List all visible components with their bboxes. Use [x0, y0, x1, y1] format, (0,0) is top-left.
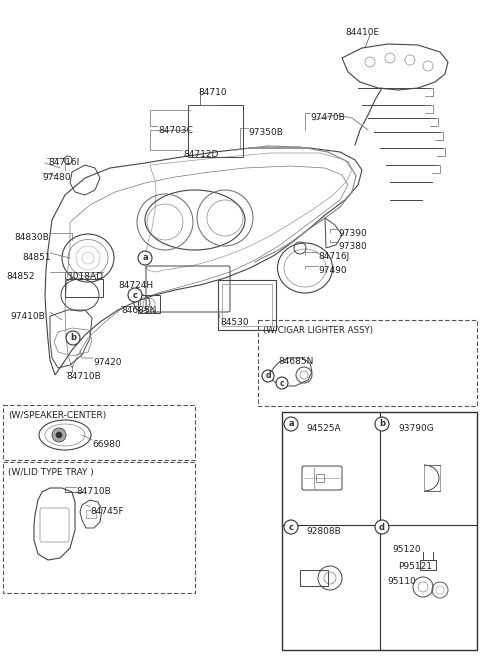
Circle shape [262, 370, 274, 382]
Text: (W/SPEAKER-CENTER): (W/SPEAKER-CENTER) [8, 411, 106, 420]
Circle shape [284, 520, 298, 534]
Text: 84724H: 84724H [118, 281, 153, 290]
Text: 97480: 97480 [42, 173, 71, 182]
Text: 97390: 97390 [338, 229, 367, 238]
Bar [3, 405, 195, 460]
Text: 84830B: 84830B [14, 233, 49, 242]
Text: 84745F: 84745F [90, 507, 124, 516]
Text: 92808B: 92808B [306, 527, 341, 536]
Bar [65, 279, 103, 297]
Bar [3, 462, 195, 593]
Circle shape [375, 520, 389, 534]
Circle shape [375, 417, 389, 431]
Text: (W/LID TYPE TRAY ): (W/LID TYPE TRAY ) [8, 468, 94, 477]
Text: d: d [379, 522, 385, 531]
Bar [188, 105, 243, 157]
Text: 84716I: 84716I [48, 158, 79, 167]
Bar [420, 560, 436, 570]
Text: 97490: 97490 [318, 266, 347, 275]
Text: 84852: 84852 [6, 272, 35, 281]
Text: 84710: 84710 [198, 88, 227, 97]
Text: d: d [265, 371, 271, 380]
Text: 84710B: 84710B [76, 487, 111, 496]
Text: (W/CIGAR LIGHTER ASSY): (W/CIGAR LIGHTER ASSY) [263, 326, 373, 335]
Text: 97380: 97380 [338, 242, 367, 251]
Circle shape [276, 377, 288, 389]
Text: 84716J: 84716J [318, 252, 349, 261]
Text: 84530: 84530 [220, 318, 249, 327]
Circle shape [56, 432, 62, 438]
Circle shape [66, 331, 80, 345]
Bar [222, 284, 272, 326]
Text: c: c [288, 522, 293, 531]
Bar [138, 295, 160, 313]
Bar [282, 412, 477, 650]
Text: 84712D: 84712D [183, 150, 218, 159]
Circle shape [284, 417, 298, 431]
Text: 95110: 95110 [387, 577, 416, 586]
Circle shape [138, 251, 152, 265]
Text: 97420: 97420 [93, 358, 121, 367]
Text: b: b [379, 419, 385, 428]
Bar [86, 510, 96, 518]
Bar [300, 570, 328, 586]
Text: c: c [132, 291, 137, 300]
Text: 84410E: 84410E [345, 28, 379, 37]
Circle shape [52, 428, 66, 442]
Text: 84703C: 84703C [158, 126, 193, 135]
Text: 97350B: 97350B [248, 128, 283, 137]
Bar [218, 280, 276, 330]
Text: 66980: 66980 [92, 440, 121, 449]
Text: 95120: 95120 [392, 545, 420, 554]
Text: 93790G: 93790G [398, 424, 434, 433]
Bar [424, 465, 440, 491]
Bar [258, 320, 477, 406]
Text: 84710B: 84710B [66, 372, 101, 381]
Bar [316, 474, 324, 482]
Text: 84685N: 84685N [278, 357, 313, 366]
Text: 84685N: 84685N [121, 306, 156, 315]
Text: 84851: 84851 [22, 253, 50, 262]
Text: 94525A: 94525A [306, 424, 341, 433]
Text: P95121: P95121 [398, 562, 432, 571]
Text: a: a [288, 419, 294, 428]
Text: 97410B: 97410B [10, 312, 45, 321]
Circle shape [128, 288, 142, 302]
Text: 1018AD: 1018AD [68, 272, 104, 281]
Text: a: a [142, 253, 148, 262]
Text: c: c [280, 379, 284, 388]
Text: 97470B: 97470B [310, 113, 345, 122]
Text: b: b [70, 333, 76, 342]
